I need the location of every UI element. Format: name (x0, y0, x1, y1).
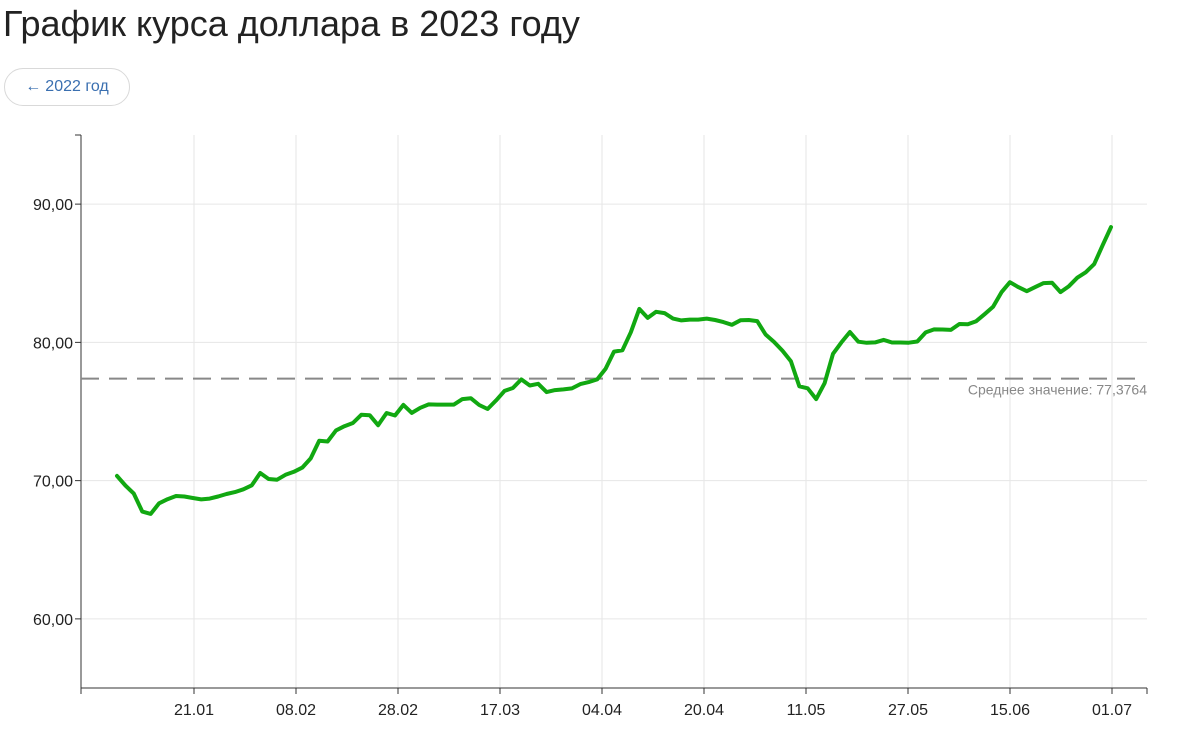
average-label: Среднее значение: 77,3764 (968, 382, 1147, 398)
x-tick-label: 21.01 (174, 702, 214, 719)
back-to-2022-button[interactable]: ← 2022 год (4, 68, 130, 106)
back-button-label: 2022 год (45, 78, 109, 95)
x-tick-label: 20.04 (684, 702, 724, 719)
x-tick-label: 11.05 (787, 702, 826, 719)
x-tick-label: 27.05 (888, 702, 928, 719)
x-tick-label: 01.07 (1092, 702, 1132, 719)
x-tick-label: 17.03 (480, 702, 520, 719)
y-tick-label: 80,00 (33, 335, 73, 352)
x-tick-label: 28.02 (378, 702, 418, 719)
chart-area: 60,00 70,00 80,00 90,00 21.01 08.02 28.02 17.03… (0, 120, 1181, 730)
y-tick-label: 60,00 (33, 612, 73, 629)
y-tick-label: 90,00 (33, 197, 73, 214)
y-tick-label: 70,00 (33, 474, 73, 491)
x-tick-label: 08.02 (276, 702, 316, 719)
page-title: График курса доллара в 2023 году (3, 3, 580, 44)
x-tick-label: 04.04 (582, 702, 622, 719)
series-line-usd-rate (115, 225, 1113, 516)
x-tick-label: 15.06 (990, 702, 1030, 719)
usd-rate-chart: 60,00 70,00 80,00 90,00 21.01 08.02 28.02 17.03… (33, 134, 1148, 719)
arrow-left-icon: ← (25, 78, 42, 95)
